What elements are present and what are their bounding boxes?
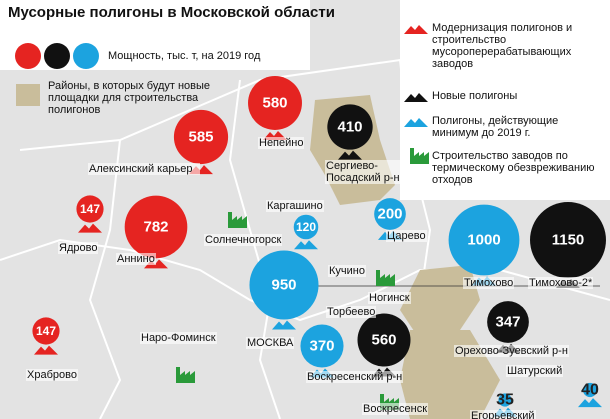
- site-value: 950: [271, 277, 296, 294]
- place-name: Егорьевский: [470, 410, 536, 419]
- legend-label: Мощность, тыс. т, на 2019 год: [108, 50, 261, 62]
- site-circle: [582, 382, 598, 398]
- landfill-icon: [78, 223, 102, 233]
- place-name: Воскресенск: [362, 403, 429, 415]
- site-value: 40: [581, 382, 599, 399]
- legend-circle: [15, 43, 41, 69]
- place-name: Солнечногорск: [204, 234, 283, 246]
- factory-icon: [176, 367, 195, 383]
- site-value: 782: [143, 219, 168, 236]
- site-circle: [374, 198, 406, 230]
- site-circle: [498, 393, 512, 407]
- place-name: Аннино: [116, 253, 156, 265]
- place-name: Каргашино: [266, 200, 324, 212]
- landfill-icon: [338, 150, 362, 160]
- site-value: 410: [337, 119, 362, 136]
- place-name: МОСКВА: [246, 337, 295, 349]
- legend-area: [16, 84, 40, 106]
- legend-circle: [73, 43, 99, 69]
- site-circle: [124, 195, 188, 259]
- landfill-icon: [404, 93, 428, 102]
- factory-icon: [376, 270, 395, 286]
- site-circle: [530, 202, 606, 278]
- site-circle: [173, 109, 229, 165]
- site-value: 585: [188, 129, 213, 146]
- site-value: 147: [36, 324, 56, 338]
- site-circle: [448, 204, 520, 276]
- place-name: Алексинский карьер: [88, 163, 200, 175]
- site-circle: [248, 76, 302, 130]
- place-name: Наро-Фоминск: [140, 332, 217, 344]
- legend-label: Новые полигоны: [432, 90, 518, 102]
- legend-circle: [44, 43, 70, 69]
- site-value: 370: [309, 338, 334, 355]
- site-circle: [300, 324, 344, 368]
- factory-icon: [410, 148, 429, 164]
- site-value: 200: [377, 206, 402, 223]
- legend-label: Районы, в которых будут новые площадки д…: [48, 80, 211, 116]
- legend-label: Полигоны, действующие минимум до 2019 г.: [432, 115, 559, 139]
- site-value: 347: [495, 314, 520, 331]
- place-name: Сергиево-Посадский р-н: [325, 160, 407, 184]
- legend-label: Строительство заводов по термическому об…: [432, 150, 595, 186]
- site-circle: [293, 214, 319, 240]
- place-name: Ядрово: [58, 242, 99, 254]
- landfill-icon: [404, 118, 428, 127]
- place-name: Непейно: [258, 137, 305, 149]
- site-value: 147: [80, 202, 100, 216]
- factory-icon: [228, 212, 247, 228]
- site-value: 560: [371, 332, 396, 349]
- legend-panel: [400, 0, 610, 200]
- landfill-icon: [272, 320, 296, 330]
- place-name: Орехово-Зуевский р-н: [454, 345, 569, 357]
- place-name: Ногинск: [368, 292, 411, 304]
- landfill-icon: [578, 398, 602, 408]
- site-circle: [357, 313, 411, 367]
- site-circle: [487, 301, 529, 343]
- place-name: Тимохово-2*: [528, 277, 594, 289]
- new-area: [400, 265, 480, 340]
- place-name: Воскресенский р-н: [306, 371, 404, 383]
- site-value: 35: [496, 392, 514, 409]
- landfill-icon: [34, 345, 58, 355]
- place-name: Тимохово: [463, 277, 515, 289]
- site-value: 1150: [552, 232, 585, 249]
- title: Мусорные полигоны в Московской области: [8, 4, 335, 21]
- site-circle: [327, 104, 373, 150]
- place-name: Кучино: [328, 265, 366, 277]
- site-circle: [249, 250, 319, 320]
- place-name: Шатурский: [506, 365, 564, 377]
- place-name: Торбеево: [326, 306, 377, 318]
- place-name: Храброво: [26, 369, 78, 381]
- landfill-icon: [404, 25, 428, 34]
- legend-label: Модернизация полигонов и строительство м…: [432, 22, 573, 70]
- site-value: 580: [262, 95, 287, 112]
- site-circle: [32, 317, 60, 345]
- place-name: Царево: [386, 230, 427, 242]
- site-value: 120: [296, 220, 316, 234]
- site-value: 1000: [467, 232, 500, 249]
- landfill-icon: [294, 240, 318, 250]
- site-circle: [76, 195, 104, 223]
